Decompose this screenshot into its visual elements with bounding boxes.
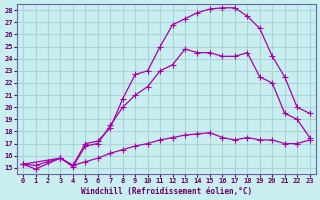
X-axis label: Windchill (Refroidissement éolien,°C): Windchill (Refroidissement éolien,°C) <box>81 187 252 196</box>
